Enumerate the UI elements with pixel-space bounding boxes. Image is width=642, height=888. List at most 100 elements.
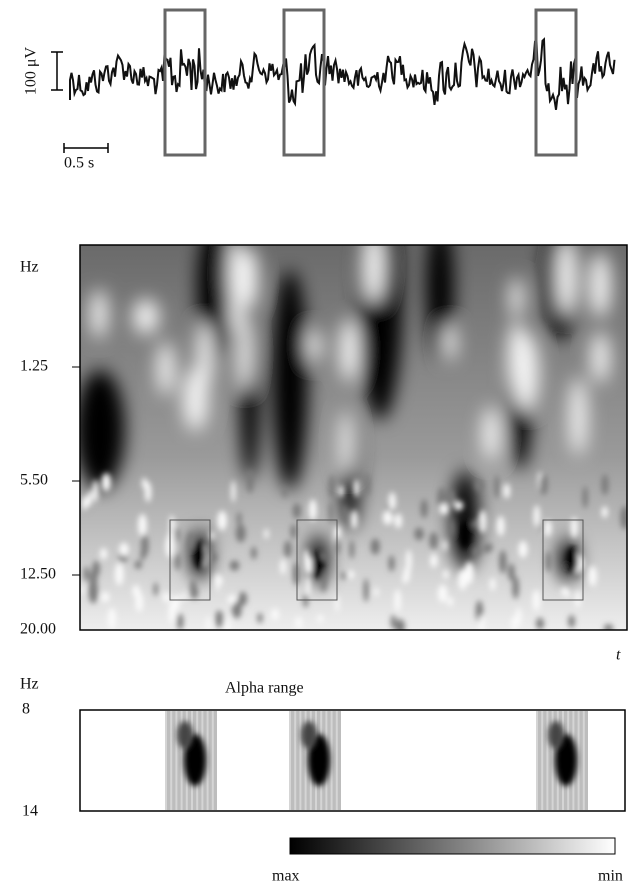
speckle xyxy=(588,565,597,587)
speckle xyxy=(141,534,149,557)
speckle xyxy=(232,599,242,619)
light-blob xyxy=(482,407,501,462)
speckle xyxy=(464,561,475,585)
speckle xyxy=(536,617,544,630)
speckle xyxy=(347,570,355,579)
speckle xyxy=(270,608,280,621)
speckle xyxy=(283,540,292,558)
speckle xyxy=(405,549,412,573)
alpha-shade xyxy=(301,721,317,749)
speckle xyxy=(187,531,195,551)
light-blob xyxy=(591,331,610,384)
speckle xyxy=(119,542,129,557)
stripe xyxy=(304,711,307,810)
speckle xyxy=(472,547,481,557)
speckle xyxy=(82,496,89,511)
stripe xyxy=(165,711,167,810)
speckle xyxy=(250,546,257,560)
speckle xyxy=(494,475,500,499)
alpha-frame xyxy=(79,709,626,812)
stripe xyxy=(541,711,544,810)
stripe xyxy=(206,711,209,810)
alpha-patches xyxy=(165,711,588,810)
speckle xyxy=(388,492,396,511)
speckle xyxy=(601,474,609,496)
speckle xyxy=(181,592,186,602)
speckle xyxy=(138,513,147,537)
alpha-box xyxy=(542,519,584,601)
speckle xyxy=(353,479,360,497)
light-blob xyxy=(569,377,588,456)
speckle xyxy=(570,517,578,539)
speckle xyxy=(484,543,493,552)
speckle xyxy=(499,550,507,574)
speckle xyxy=(174,552,181,571)
colorbar xyxy=(289,837,616,855)
speckle xyxy=(439,503,449,515)
amplitude-scale-label: 100 μV xyxy=(23,46,40,95)
light-blob xyxy=(556,245,578,315)
speckle xyxy=(190,585,199,600)
eeg-trace xyxy=(69,37,616,110)
speckle xyxy=(176,613,184,630)
light-blob xyxy=(237,317,252,390)
speckle xyxy=(317,614,324,623)
speckle xyxy=(100,592,110,603)
speckle xyxy=(134,560,142,570)
speckle xyxy=(575,590,581,608)
alpha-core xyxy=(555,734,577,786)
speckle xyxy=(560,587,568,596)
stripe xyxy=(299,711,302,810)
light-blob xyxy=(157,341,175,396)
speckle xyxy=(168,601,177,625)
event-box xyxy=(282,8,326,157)
alpha-box xyxy=(296,519,338,601)
y-label: 8 xyxy=(22,701,30,718)
stripe xyxy=(330,711,333,810)
y-axis-title: Hz xyxy=(20,676,39,693)
speckle xyxy=(350,510,358,529)
speckle xyxy=(539,473,548,496)
speckle xyxy=(231,480,236,503)
stripe xyxy=(335,711,338,810)
speckle xyxy=(341,571,347,580)
light-blob xyxy=(307,329,321,362)
speckle xyxy=(238,591,248,606)
speckle xyxy=(209,531,215,541)
speckle xyxy=(229,560,240,571)
speckle xyxy=(582,486,588,509)
y-label: 14 xyxy=(22,803,38,820)
speckle xyxy=(174,527,180,543)
speckle xyxy=(496,515,505,537)
speckle xyxy=(543,519,552,537)
speckle xyxy=(442,539,448,552)
speckle xyxy=(532,589,541,612)
speckle xyxy=(508,563,515,581)
speckle xyxy=(162,591,171,603)
core xyxy=(312,551,324,579)
stripe xyxy=(546,711,549,810)
speckle xyxy=(429,531,438,550)
speckle xyxy=(512,576,519,599)
speckle xyxy=(308,499,317,521)
speckle xyxy=(144,481,152,503)
speckle xyxy=(364,472,371,497)
speckle xyxy=(475,479,485,492)
light-blob xyxy=(133,299,159,335)
stripe xyxy=(175,711,178,810)
y-label: 1.25 xyxy=(20,358,48,375)
light-blob xyxy=(340,410,353,476)
speckle xyxy=(620,505,627,530)
speckle xyxy=(295,616,303,630)
speckle xyxy=(342,505,348,522)
speckle xyxy=(107,607,116,630)
speckle xyxy=(305,575,311,597)
speckle xyxy=(114,562,124,586)
speckle xyxy=(264,528,269,539)
y-axis-title: Hz xyxy=(20,259,39,276)
speckle xyxy=(303,549,310,570)
x-axis-title: t xyxy=(616,647,621,664)
speckle xyxy=(603,624,614,630)
speckle xyxy=(601,506,608,518)
speckle xyxy=(471,519,481,529)
